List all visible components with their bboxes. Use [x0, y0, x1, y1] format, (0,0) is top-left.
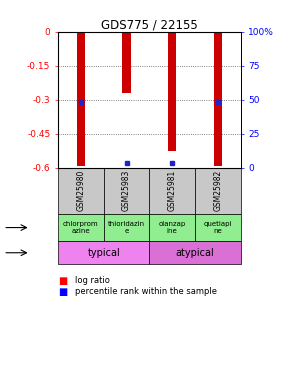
Bar: [58, 241, 149, 264]
Text: log ratio: log ratio: [75, 276, 110, 285]
Bar: [195, 214, 241, 241]
Bar: [149, 241, 241, 264]
Text: olanzap
ine: olanzap ine: [159, 221, 186, 234]
Text: GSM25982: GSM25982: [213, 170, 222, 211]
Text: GSM25983: GSM25983: [122, 170, 131, 211]
Text: percentile rank within the sample: percentile rank within the sample: [75, 287, 218, 296]
Text: atypical: atypical: [176, 248, 214, 258]
Text: ■: ■: [58, 276, 67, 286]
Bar: [104, 214, 149, 241]
Bar: [149, 168, 195, 214]
Title: GDS775 / 22155: GDS775 / 22155: [101, 19, 198, 32]
Bar: [149, 214, 195, 241]
Text: typical: typical: [87, 248, 120, 258]
Bar: [195, 168, 241, 214]
Bar: [122, 32, 130, 93]
Text: thioridazin
e: thioridazin e: [108, 221, 145, 234]
Text: GSM25981: GSM25981: [168, 170, 177, 211]
Text: ■: ■: [58, 287, 67, 297]
Bar: [168, 32, 176, 150]
Bar: [58, 168, 104, 214]
Text: chlorprom
azine: chlorprom azine: [63, 221, 99, 234]
Bar: [104, 168, 149, 214]
Bar: [77, 32, 85, 166]
Bar: [214, 32, 222, 166]
Text: quetiapi
ne: quetiapi ne: [204, 221, 232, 234]
Text: GSM25980: GSM25980: [76, 170, 85, 211]
Bar: [58, 214, 104, 241]
